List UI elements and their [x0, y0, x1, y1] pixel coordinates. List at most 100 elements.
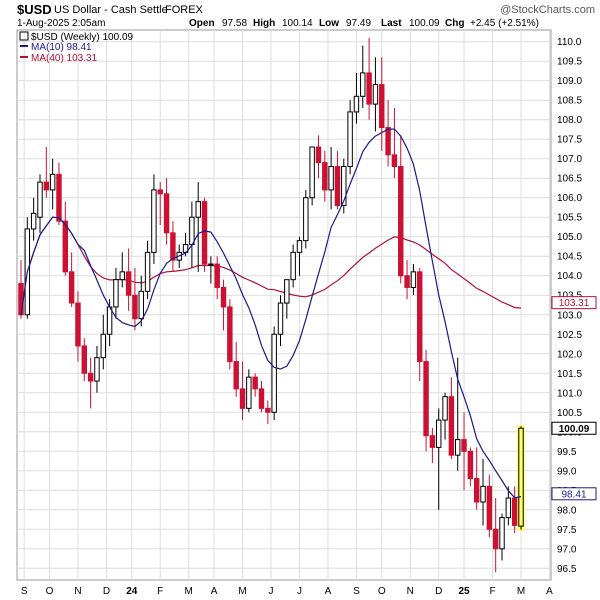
- candle-body: [18, 283, 24, 316]
- candle-body: [94, 357, 100, 382]
- candle: [233, 342, 239, 397]
- candle-body: [30, 212, 37, 230]
- y-tick-label: 98.0: [557, 505, 577, 516]
- last-label: Last: [381, 18, 402, 29]
- candle-body: [284, 279, 290, 304]
- candle: [246, 369, 252, 413]
- candle-body: [252, 376, 258, 390]
- legend-ma10: MA(10) 98.41: [31, 42, 92, 53]
- plot-frame: [16, 29, 552, 581]
- y-tick-label: 101.0: [557, 388, 582, 399]
- candle: [517, 425, 525, 531]
- candle-body: [87, 372, 94, 382]
- x-tick-label: F: [157, 586, 163, 597]
- candle: [461, 412, 467, 491]
- candle: [398, 135, 404, 284]
- y-tick-label: 101.5: [557, 369, 582, 380]
- high-label: High: [253, 18, 275, 29]
- candle-body: [201, 201, 208, 265]
- candle-body: [379, 84, 385, 129]
- candle-body: [492, 528, 499, 550]
- candle-body: [100, 333, 106, 359]
- candle-body: [467, 450, 474, 480]
- candle: [75, 291, 81, 362]
- candle-body: [448, 396, 455, 456]
- candle-body: [505, 497, 512, 519]
- candle-body: [404, 275, 410, 288]
- candle: [49, 158, 56, 210]
- candle: [334, 150, 341, 210]
- candle: [81, 338, 88, 382]
- candle-body: [423, 361, 429, 437]
- y-tick-label: 100.5: [557, 408, 582, 419]
- candle-body: [296, 240, 303, 253]
- ma40-layer: [20, 216, 522, 315]
- x-axis: S O N D 24 F M A M J J A S O N D 25 F M A: [21, 586, 553, 597]
- candle: [277, 295, 284, 346]
- candle: [505, 486, 512, 526]
- candle: [417, 267, 423, 382]
- candle-body: [214, 263, 220, 288]
- candle: [486, 474, 493, 538]
- candle-body: [233, 361, 239, 390]
- candle-body: [170, 232, 176, 261]
- candle-body: [151, 189, 157, 253]
- candle: [227, 299, 233, 370]
- x-tick-label: M: [238, 586, 246, 597]
- symbol-label: $USD: [17, 2, 52, 17]
- x-tick-label: S: [21, 586, 28, 597]
- candle-body: [208, 263, 214, 266]
- candle-body: [417, 271, 423, 363]
- y-tick-label: 99.0: [557, 466, 577, 477]
- y-tick-label: 108.0: [557, 115, 582, 126]
- candle-body: [480, 485, 486, 503]
- candle-body: [37, 181, 43, 218]
- candle: [467, 447, 474, 487]
- candle: [56, 162, 62, 226]
- candle-body: [511, 497, 518, 526]
- x-tick-label: J: [269, 586, 274, 597]
- x-tick-label: D: [435, 586, 442, 597]
- candle-body: [473, 478, 480, 503]
- candle-body: [227, 306, 233, 363]
- y-tick-label: 109.5: [557, 57, 582, 68]
- candle: [303, 189, 309, 249]
- ma40-line: [20, 216, 522, 315]
- candle: [315, 135, 322, 179]
- badge-ma10-value: 98.41: [561, 489, 586, 500]
- candle: [473, 447, 480, 510]
- exchange-label: FOREX: [165, 4, 204, 16]
- header-datetime: 1-Aug-2025 2:05am: [17, 18, 105, 29]
- candle: [328, 147, 334, 210]
- low-value: 97.49: [346, 18, 371, 29]
- y-tick-label: 106.5: [557, 174, 582, 185]
- candle: [151, 174, 157, 265]
- candle: [94, 345, 100, 393]
- candle: [429, 427, 436, 463]
- x-tick-label: N: [407, 586, 414, 597]
- candle-body: [189, 216, 195, 246]
- candles: [18, 37, 525, 573]
- candle: [379, 57, 385, 151]
- candle-body: [144, 251, 151, 292]
- candle: [163, 178, 170, 245]
- candle-body: [220, 286, 227, 308]
- candle-body: [385, 127, 391, 156]
- y-tick-label: 105.0: [557, 232, 582, 243]
- x-tick-label: 25: [458, 586, 470, 597]
- candle-body: [239, 388, 246, 409]
- x-tick-label: O: [46, 586, 54, 597]
- candle-body: [303, 197, 309, 242]
- candle-body: [309, 146, 315, 199]
- candle-body: [322, 162, 328, 191]
- ma10-layer: [20, 128, 522, 499]
- candle-body: [246, 376, 252, 409]
- candle-body: [106, 306, 113, 335]
- candle: [132, 267, 138, 331]
- badge-last: 100.09: [551, 421, 597, 435]
- candle-body: [195, 201, 201, 218]
- open-value: 97.58: [222, 18, 247, 29]
- candle-body: [138, 290, 144, 320]
- candle: [322, 150, 328, 202]
